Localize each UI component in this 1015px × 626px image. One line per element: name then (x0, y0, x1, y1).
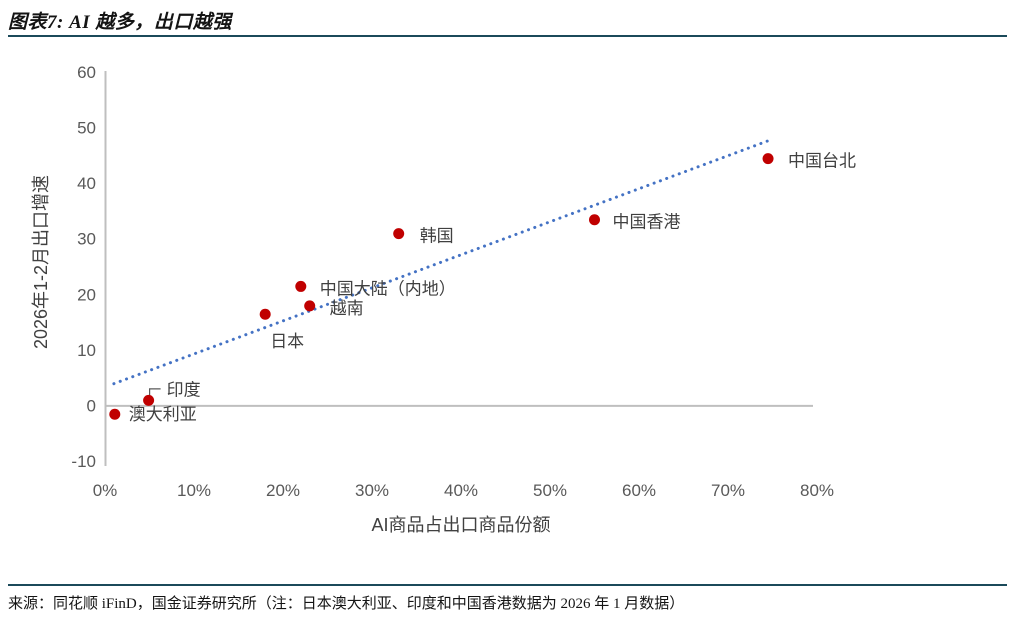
data-point-label: 中国台北 (788, 152, 856, 171)
x-axis-title: AI商品占出口商品份额 (371, 515, 550, 535)
data-point (259, 308, 271, 320)
x-tick-label: 70% (711, 481, 745, 500)
header-divider (8, 35, 1007, 37)
y-axis-title: 2026年1-2月出口增速 (31, 175, 51, 349)
y-tick-label: 60 (77, 63, 96, 82)
data-point-label: 澳大利亚 (129, 405, 197, 424)
x-tick-label: 0% (93, 481, 118, 500)
x-tick-label: 40% (444, 481, 478, 500)
data-point (109, 408, 121, 420)
y-tick-label: 50 (77, 119, 96, 138)
data-point-label: 越南 (330, 299, 364, 318)
x-tick-label: 80% (800, 481, 834, 500)
figure-title: 图表7: AI 越多，出口越强 (8, 12, 232, 33)
x-tick-label: 30% (355, 481, 389, 500)
data-point (143, 394, 155, 406)
data-point-label: 日本 (270, 332, 304, 351)
data-point-label: 印度 (167, 380, 201, 399)
data-point-label: 中国香港 (613, 213, 681, 232)
footer-divider (8, 584, 1007, 586)
x-tick-label: 10% (177, 481, 211, 500)
data-point (589, 214, 600, 226)
y-tick-label: 30 (77, 230, 96, 249)
x-tick-label: 50% (533, 481, 567, 500)
data-point (295, 280, 307, 292)
y-tick-label: -10 (71, 452, 96, 471)
y-tick-label: 0 (87, 396, 96, 415)
label-leader-line (149, 388, 161, 397)
y-tick-label: 40 (77, 174, 96, 193)
source-note: 来源：同花顺 iFinD，国金证券研究所（注：日本澳大利亚、印度和中国香港数据为… (8, 596, 685, 612)
data-point (304, 300, 316, 312)
trendline (112, 137, 774, 386)
y-tick-label: 10 (77, 341, 96, 360)
data-point-label: 中国大陆（内地） (320, 279, 456, 298)
y-tick-label: 20 (77, 285, 96, 304)
x-tick-label: 20% (266, 481, 300, 500)
data-point (762, 153, 774, 165)
x-tick-label: 60% (622, 481, 656, 500)
data-point-label: 韩国 (420, 227, 454, 246)
data-point (393, 228, 405, 240)
